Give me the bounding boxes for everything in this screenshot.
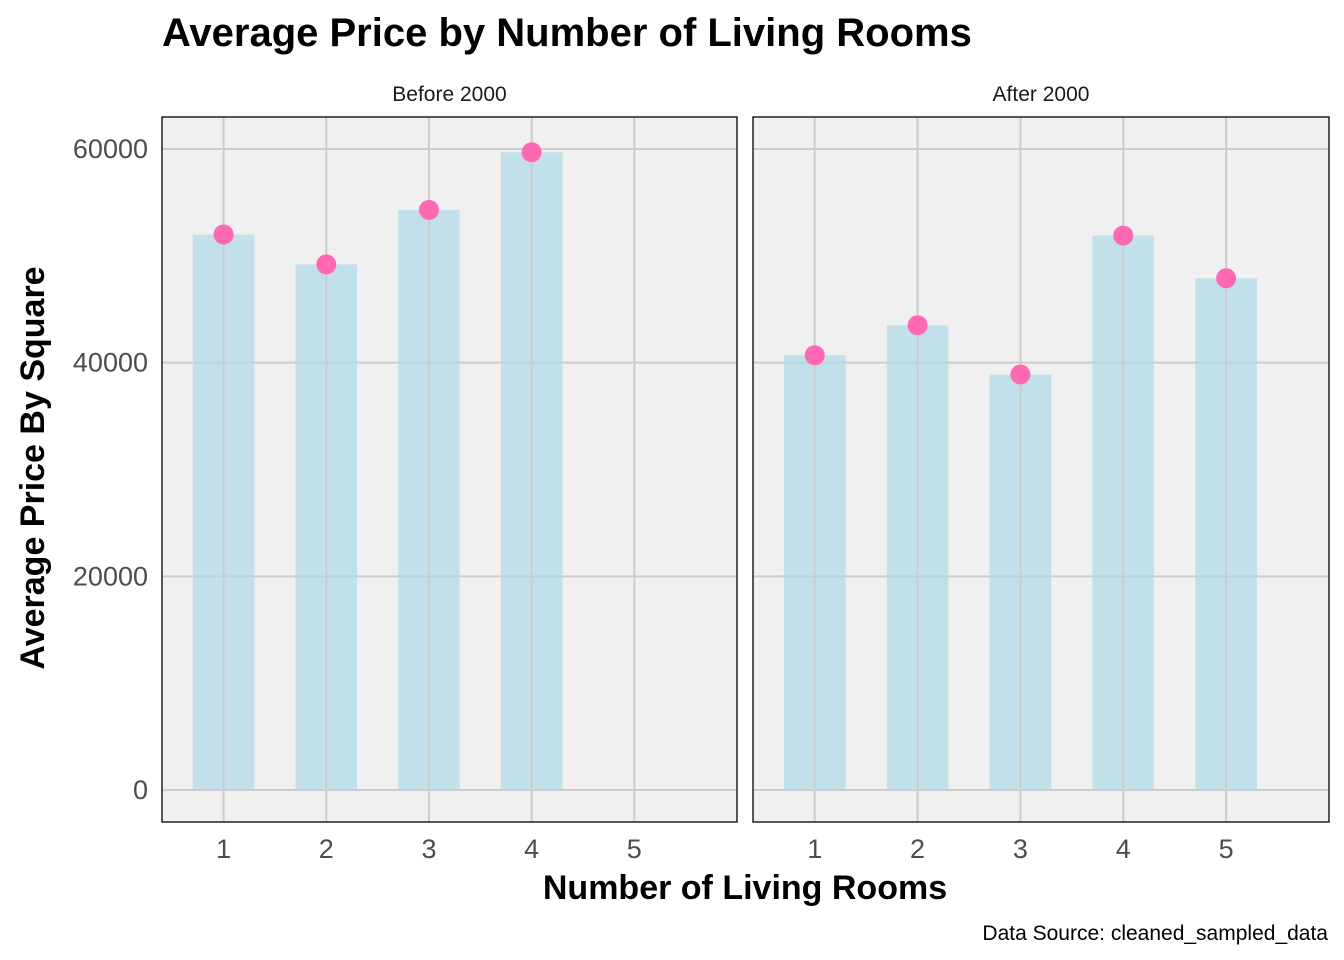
- y-tick-label: 60000: [73, 134, 148, 164]
- x-tick-label: 1: [807, 834, 822, 864]
- chart-title: Average Price by Number of Living Rooms: [162, 11, 972, 55]
- y-tick-label: 40000: [73, 348, 148, 378]
- data-point: [316, 254, 337, 275]
- x-tick-label: 4: [524, 834, 539, 864]
- facet-strip-label: After 2000: [993, 83, 1090, 106]
- facet-strip-label: Before 2000: [392, 83, 506, 106]
- x-tick-label: 1: [216, 834, 231, 864]
- x-axis-title: Number of Living Rooms: [543, 869, 947, 907]
- data-point: [804, 345, 825, 366]
- x-tick-label: 2: [910, 834, 925, 864]
- x-tick-label: 2: [319, 834, 334, 864]
- facet-panels: 0 20000 40000 60000 Before 2000 1 2 3 4 5 After 20…: [73, 83, 1330, 864]
- data-source-caption: Data Source: cleaned_sampled_data: [982, 922, 1328, 945]
- data-point: [1216, 268, 1237, 289]
- data-point: [521, 142, 542, 163]
- data-point: [1010, 364, 1031, 385]
- data-point: [418, 199, 439, 220]
- x-tick-label: 5: [1219, 834, 1234, 864]
- panel-border: [752, 116, 1330, 823]
- data-point: [213, 224, 234, 245]
- panel-border: [161, 116, 738, 823]
- x-tick-label: 4: [1116, 834, 1131, 864]
- y-axis-title: Average Price By Square: [14, 266, 52, 669]
- y-tick-label: 0: [133, 775, 148, 805]
- data-point: [907, 315, 928, 336]
- data-point: [1113, 225, 1134, 246]
- x-tick-label: 5: [627, 834, 642, 864]
- y-tick-label: 20000: [73, 561, 148, 591]
- x-tick-label: 3: [1013, 834, 1028, 864]
- x-tick-label: 3: [421, 834, 436, 864]
